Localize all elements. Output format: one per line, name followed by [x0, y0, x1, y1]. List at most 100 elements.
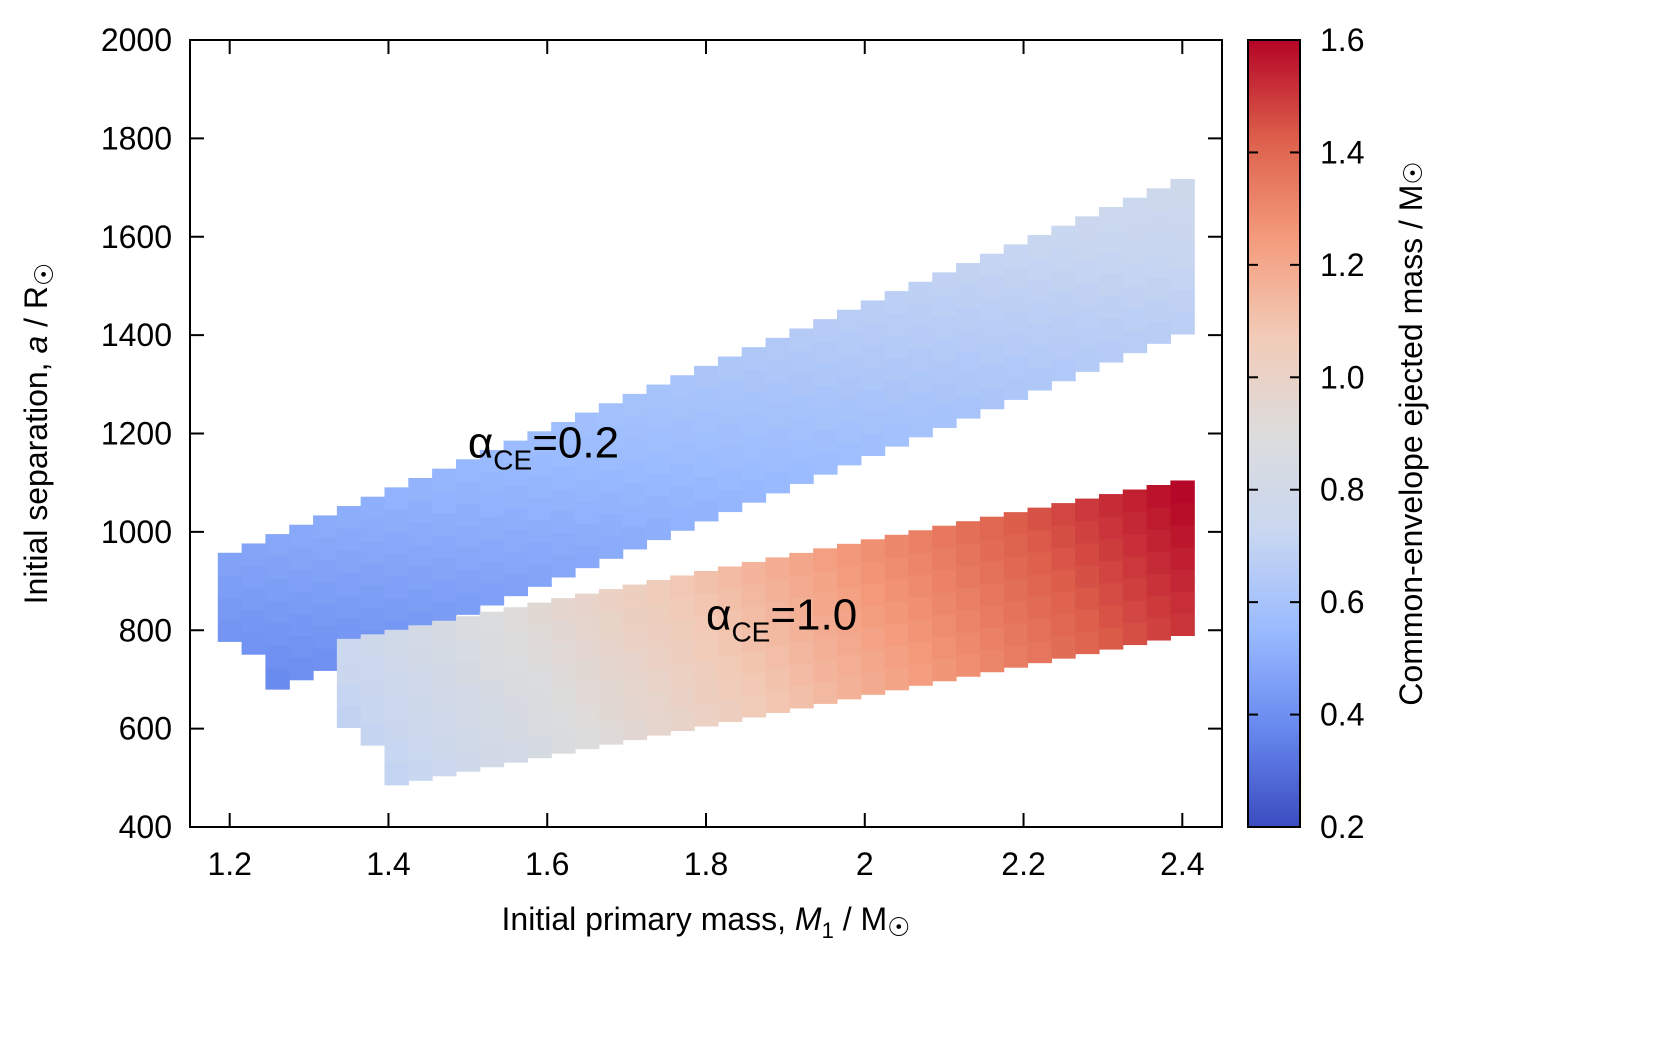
- heatmap-cell: [694, 615, 719, 638]
- heatmap-cell: [789, 439, 814, 462]
- heatmap-cell: [1146, 595, 1171, 619]
- heatmap-cell: [1170, 613, 1195, 637]
- heatmap-cell: [932, 547, 957, 571]
- heatmap-cell: [503, 551, 528, 575]
- heatmap-cell: [1170, 289, 1195, 313]
- heatmap-cell: [384, 762, 409, 786]
- heatmap-cell: [836, 354, 862, 377]
- colorbar-tick-label: 1.4: [1320, 134, 1364, 170]
- heatmap-cell: [646, 624, 671, 648]
- heatmap-cell: [265, 666, 290, 690]
- heatmap-cell: [765, 601, 790, 625]
- x-tick-label: 2.2: [1001, 846, 1045, 882]
- heatmap-cell: [932, 383, 957, 406]
- heatmap-cell: [860, 300, 886, 324]
- heatmap-cell: [408, 588, 433, 612]
- heatmap-cell: [503, 739, 528, 763]
- heatmap-cell: [1122, 600, 1148, 623]
- heatmap-cell: [1027, 345, 1052, 369]
- heatmap-cell: [598, 699, 624, 723]
- heatmap-cell: [1146, 188, 1171, 212]
- heatmap-cell: [265, 600, 290, 624]
- heatmap-cell: [1051, 336, 1076, 360]
- heatmap-cell: [1003, 266, 1029, 290]
- heatmap-cell: [265, 556, 290, 579]
- heatmap-cell: [551, 642, 576, 666]
- heatmap-cell: [408, 522, 433, 546]
- heatmap-cell: [575, 660, 600, 683]
- heatmap-cell: [1027, 640, 1052, 664]
- heatmap-cell: [1122, 330, 1148, 354]
- heatmap-cell: [1098, 538, 1124, 562]
- heatmap-cell: [265, 622, 290, 646]
- heatmap-cell: [1146, 232, 1171, 256]
- heatmap-cell: [289, 569, 314, 592]
- heatmap-cell: [551, 708, 576, 732]
- heatmap-cell: [313, 648, 338, 671]
- heatmap-cell: [884, 601, 910, 624]
- heatmap-cell: [575, 615, 600, 639]
- heatmap-cell: [479, 472, 505, 495]
- heatmap-cell: [1170, 591, 1195, 614]
- heatmap-cell: [289, 613, 314, 637]
- heatmap-cell: [884, 357, 910, 381]
- heatmap-cell: [765, 557, 790, 581]
- heatmap-cell: [908, 370, 933, 394]
- heatmap-cell: [646, 473, 671, 496]
- heatmap-cell: [1170, 201, 1195, 224]
- x-tick-label: 1.2: [207, 846, 251, 882]
- heatmap-cell: [1051, 269, 1076, 293]
- heatmap-cell: [1075, 498, 1100, 522]
- heatmap-cell: [551, 421, 576, 445]
- heatmap-cell: [1075, 260, 1100, 284]
- heatmap-cell: [789, 552, 814, 576]
- heatmap-cell: [503, 484, 528, 508]
- heatmap-cell: [979, 627, 1005, 651]
- heatmap-cell: [527, 646, 552, 670]
- heatmap-cell: [479, 538, 505, 562]
- heatmap-cell: [432, 642, 457, 666]
- heatmap-cell: [979, 605, 1005, 628]
- heatmap-cell: [455, 682, 481, 706]
- heatmap-cell: [979, 386, 1005, 410]
- heatmap-cell: [384, 651, 409, 675]
- heatmap-cell: [598, 633, 624, 657]
- heatmap-cell: [670, 575, 695, 599]
- heatmap-cell: [741, 694, 767, 718]
- heatmap-cell: [1075, 520, 1100, 544]
- heatmap-cell: [860, 366, 886, 390]
- heatmap-cell: [360, 518, 386, 542]
- heatmap-cell: [789, 641, 814, 665]
- heatmap-cell: [836, 543, 862, 567]
- heatmap-cell: [1098, 273, 1124, 297]
- heatmap-cell: [1051, 613, 1076, 637]
- heatmap-cell: [384, 598, 409, 621]
- heatmap-cell: [575, 434, 600, 458]
- heatmap-cell: [598, 721, 624, 745]
- heatmap-cell: [694, 659, 719, 683]
- heatmap-cell: [622, 460, 648, 484]
- heatmap-cell: [836, 565, 862, 589]
- heatmap-cell: [1051, 358, 1076, 382]
- x-tick-label: 2: [856, 846, 874, 882]
- heatmap-cell: [860, 605, 886, 629]
- heatmap-cell: [717, 445, 743, 468]
- heatmap-cell: [408, 566, 433, 590]
- heatmap-cell: [908, 663, 933, 686]
- heatmap-cell: [884, 335, 910, 359]
- heatmap-cell: [1170, 245, 1195, 269]
- heatmap-cell: [503, 440, 528, 464]
- heatmap-cell: [1170, 569, 1195, 592]
- heatmap-cell: [979, 253, 1005, 277]
- heatmap-cell: [241, 543, 267, 567]
- heatmap-cell: [979, 297, 1005, 321]
- heatmap-cell: [836, 376, 862, 399]
- heatmap-cell: [694, 365, 719, 389]
- heatmap-cell: [1098, 317, 1124, 341]
- heatmap-cell: [360, 656, 386, 680]
- heatmap-cell: [1122, 489, 1148, 513]
- heatmap-cell: [455, 525, 481, 549]
- heatmap-cell: [741, 672, 767, 696]
- heatmap-cell: [765, 337, 790, 361]
- heatmap-cell: [598, 536, 624, 559]
